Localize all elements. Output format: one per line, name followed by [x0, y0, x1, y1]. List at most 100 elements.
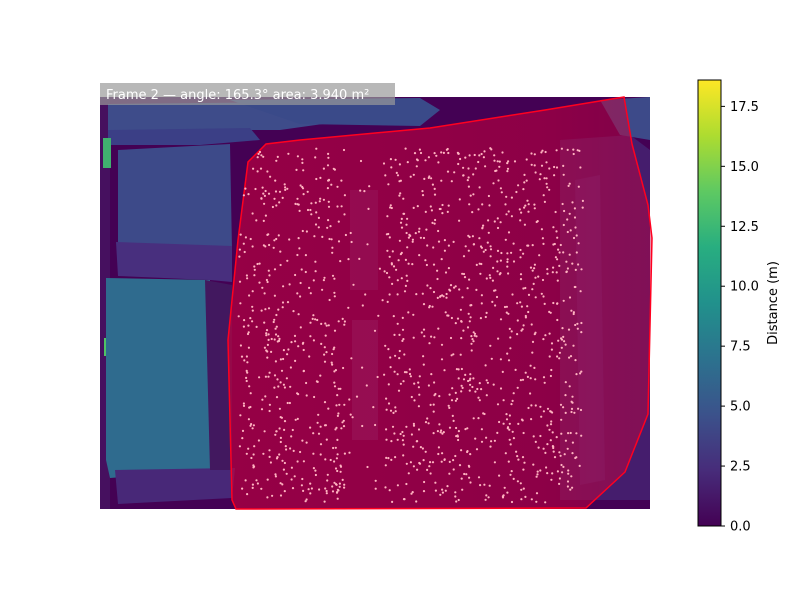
detection-point	[242, 194, 245, 197]
detection-point	[407, 236, 410, 239]
detection-point	[306, 190, 309, 193]
detection-point	[292, 449, 295, 452]
detection-point	[524, 204, 527, 207]
detection-point	[413, 152, 417, 155]
detection-point	[555, 149, 558, 152]
detection-point	[527, 406, 530, 410]
detection-point	[425, 228, 428, 231]
detection-point	[396, 438, 399, 441]
detection-point	[570, 475, 573, 478]
detection-point	[498, 273, 501, 276]
detection-point	[412, 336, 415, 339]
detection-point	[507, 160, 510, 163]
detection-point	[500, 191, 503, 194]
detection-point	[305, 381, 308, 385]
detection-point	[512, 437, 516, 440]
detection-point	[441, 491, 444, 494]
detection-point	[554, 256, 558, 259]
detection-point	[431, 461, 435, 464]
detection-point	[506, 258, 509, 261]
detection-point	[331, 274, 335, 277]
detection-point	[531, 244, 534, 247]
detection-point	[437, 161, 440, 164]
detection-point	[568, 212, 571, 215]
detection-point	[275, 396, 279, 399]
detection-point	[474, 437, 477, 440]
detection-point	[307, 488, 310, 491]
detection-point	[570, 400, 573, 403]
detection-point	[343, 320, 346, 323]
detection-point	[468, 465, 471, 468]
detection-point	[510, 403, 513, 406]
detection-point	[268, 455, 271, 458]
detection-point	[480, 294, 483, 297]
detection-point	[328, 298, 331, 302]
detection-point	[411, 491, 414, 494]
detection-point	[477, 417, 480, 420]
detection-point	[383, 270, 386, 273]
detection-point	[484, 248, 487, 252]
detection-point	[477, 476, 481, 479]
detection-point	[239, 233, 242, 236]
detection-point	[246, 361, 249, 364]
detection-point	[251, 486, 254, 489]
detection-point	[388, 255, 391, 258]
detection-point	[325, 351, 328, 354]
detection-point	[388, 236, 391, 239]
detection-point	[460, 367, 463, 371]
detection-point	[578, 464, 581, 467]
detection-point	[267, 307, 271, 310]
detection-point	[466, 287, 469, 290]
detection-point	[312, 432, 315, 435]
detection-point	[271, 494, 274, 497]
detection-point	[406, 246, 409, 249]
detection-point	[417, 405, 420, 408]
detection-point	[508, 414, 511, 417]
detection-point	[334, 467, 338, 470]
detection-point	[308, 355, 311, 358]
detection-point	[323, 401, 327, 404]
detection-point	[498, 474, 501, 477]
detection-point	[576, 327, 579, 330]
detection-point	[246, 332, 250, 336]
detection-point	[518, 208, 521, 211]
detection-point	[566, 480, 570, 483]
detection-point	[405, 231, 408, 235]
detection-point	[268, 403, 271, 406]
detection-point	[432, 432, 435, 435]
detection-point	[470, 342, 473, 345]
detection-point	[406, 161, 409, 164]
detection-point	[264, 395, 267, 398]
detection-point	[507, 359, 511, 362]
detection-point	[279, 440, 282, 444]
detection-point	[457, 430, 460, 433]
detection-point	[537, 446, 540, 449]
detection-point	[305, 394, 308, 397]
detection-point	[511, 430, 514, 433]
detection-point	[240, 355, 244, 358]
detection-point	[505, 213, 508, 216]
detection-point	[550, 478, 553, 481]
detection-point	[330, 238, 333, 241]
detection-point	[531, 269, 534, 272]
heatmap-region	[115, 468, 235, 504]
detection-point	[341, 421, 344, 424]
detection-point	[522, 431, 525, 435]
detection-point	[438, 395, 441, 398]
detection-point	[534, 276, 537, 279]
detection-point	[552, 226, 555, 229]
detection-point	[287, 152, 290, 155]
detection-point	[558, 451, 561, 454]
detection-point	[290, 341, 293, 344]
detection-point	[374, 479, 377, 482]
detection-point	[505, 311, 508, 314]
detection-point	[251, 245, 254, 248]
detection-point	[277, 308, 280, 311]
detection-point	[244, 187, 247, 190]
detection-point	[412, 173, 415, 176]
detection-point	[493, 439, 496, 442]
detection-point	[247, 418, 250, 421]
detection-point	[575, 373, 578, 376]
detection-point	[505, 195, 508, 198]
detection-point	[358, 257, 361, 260]
